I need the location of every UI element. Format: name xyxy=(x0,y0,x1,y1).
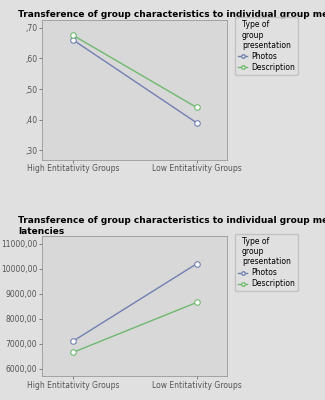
Legend: Photos, Description: Photos, Description xyxy=(235,17,298,75)
Text: Transference of group characteristics to individual group members - Response
lat: Transference of group characteristics to… xyxy=(18,216,325,236)
Text: Transference of group characteristics to individual group members: Transference of group characteristics to… xyxy=(18,10,325,19)
Legend: Photos, Description: Photos, Description xyxy=(235,234,298,291)
